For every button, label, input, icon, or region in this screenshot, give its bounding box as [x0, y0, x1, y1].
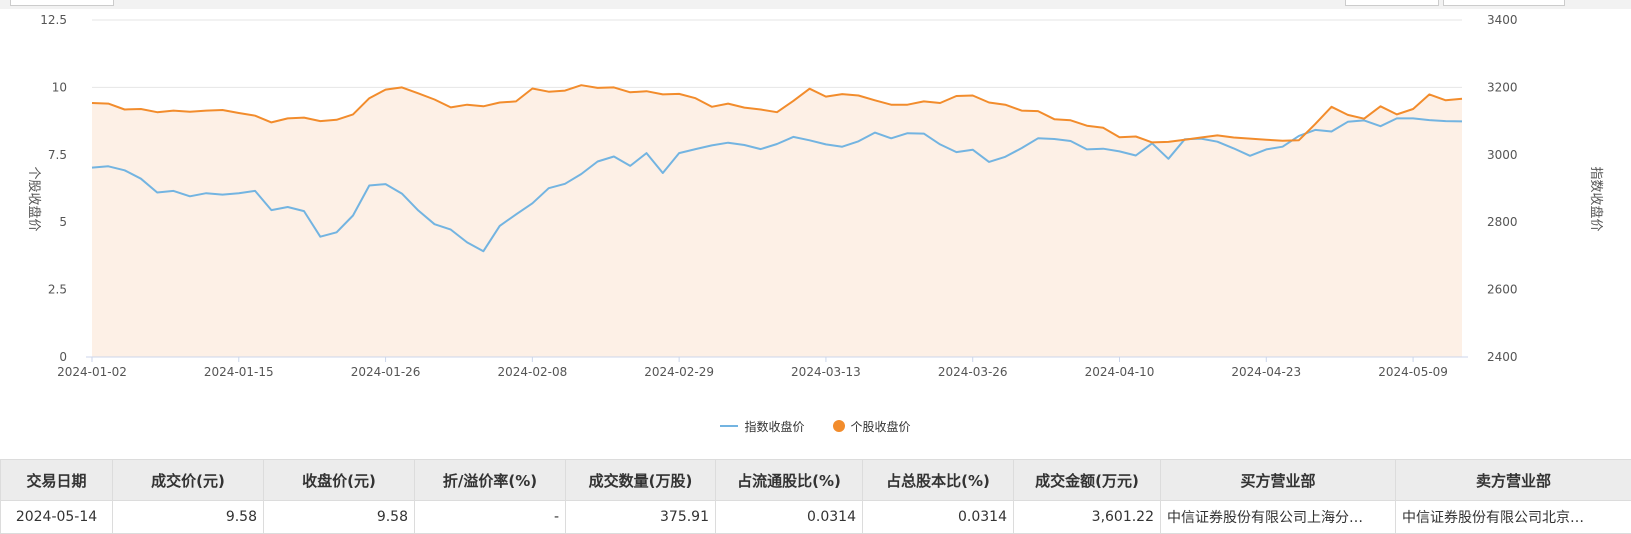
top-toolbar	[0, 0, 1631, 9]
cell-amount: 3,601.22	[1014, 501, 1161, 534]
x-tick-label: 2024-01-15	[204, 365, 274, 379]
col-header-volume[interactable]: 成交数量(万股)	[566, 460, 716, 501]
y-left-tick-label: 7.5	[48, 148, 67, 162]
filter-control[interactable]	[1345, 0, 1439, 6]
cell-premium: -	[415, 501, 566, 534]
x-tick-label: 2024-01-02	[57, 365, 127, 379]
block-trade-table: 交易日期 成交价(元) 收盘价(元) 折/溢价率(%) 成交数量(万股) 占流通…	[0, 459, 1631, 534]
col-header-premium[interactable]: 折/溢价率(%)	[415, 460, 566, 501]
x-tick-label: 2024-02-29	[644, 365, 714, 379]
legend-item-stock[interactable]: 个股收盘价	[833, 418, 911, 435]
col-header-date[interactable]: 交易日期	[1, 460, 113, 501]
y-right-tick-label: 2400	[1487, 350, 1518, 364]
y-left-axis-label: 个股收盘价	[26, 166, 42, 231]
y-left-tick-label: 5	[59, 215, 67, 229]
col-header-total-ratio[interactable]: 占总股本比(%)	[863, 460, 1014, 501]
y-left-tick-label: 10	[52, 80, 67, 94]
y-left-ticks: 0 2.5 5 7.5 10 12.5	[40, 13, 67, 364]
cell-price: 9.58	[113, 501, 264, 534]
y-right-tick-label: 3200	[1487, 80, 1518, 94]
x-tick-label: 2024-04-23	[1231, 365, 1301, 379]
stock-area-fill	[92, 85, 1462, 357]
filter-control-2[interactable]	[1443, 0, 1565, 6]
cell-close: 9.58	[264, 501, 415, 534]
col-header-close[interactable]: 收盘价(元)	[264, 460, 415, 501]
y-right-axis-label: 指数收盘价	[1588, 166, 1604, 231]
y-left-tick-label: 0	[59, 350, 67, 364]
legend-label-index: 指数收盘价	[744, 418, 804, 435]
col-header-amount[interactable]: 成交金额(万元)	[1014, 460, 1161, 501]
x-tick-label: 2024-02-08	[497, 365, 567, 379]
y-right-tick-label: 3400	[1487, 13, 1518, 27]
y-right-ticks: 2400 2600 2800 3000 3200 3400	[1487, 13, 1518, 364]
x-tick-label: 2024-04-10	[1085, 365, 1155, 379]
cell-volume: 375.91	[566, 501, 716, 534]
cell-float-ratio: 0.0314	[716, 501, 863, 534]
cell-total-ratio: 0.0314	[863, 501, 1014, 534]
col-header-float-ratio[interactable]: 占流通股比(%)	[716, 460, 863, 501]
x-tick-label: 2024-03-13	[791, 365, 861, 379]
cell-date: 2024-05-14	[1, 501, 113, 534]
stock-area	[92, 85, 1462, 357]
legend-item-index[interactable]: 指数收盘价	[720, 418, 804, 435]
col-header-buyer[interactable]: 买方营业部	[1161, 460, 1396, 501]
legend-dot-icon	[833, 420, 845, 432]
y-left-tick-label: 2.5	[48, 283, 67, 297]
x-axis: 2024-01-02 2024-01-15 2024-01-26 2024-02-08…	[57, 357, 1468, 379]
table-header-row: 交易日期 成交价(元) 收盘价(元) 折/溢价率(%) 成交数量(万股) 占流通…	[1, 460, 1631, 501]
y-right-tick-label: 2800	[1487, 215, 1518, 229]
legend-label-stock: 个股收盘价	[851, 418, 911, 435]
legend-line-icon	[720, 425, 738, 427]
cell-seller[interactable]: 中信证券股份有限公司北京…	[1396, 501, 1631, 534]
y-right-tick-label: 2600	[1487, 283, 1518, 297]
col-header-seller[interactable]: 卖方营业部	[1396, 460, 1631, 501]
y-left-tick-label: 12.5	[40, 13, 67, 27]
x-tick-label: 2024-01-26	[351, 365, 421, 379]
x-tick-label: 2024-03-26	[938, 365, 1008, 379]
x-tick-label: 2024-05-09	[1378, 365, 1448, 379]
cell-buyer[interactable]: 中信证券股份有限公司上海分…	[1161, 501, 1396, 534]
col-header-price[interactable]: 成交价(元)	[113, 460, 264, 501]
table-row: 2024-05-14 9.58 9.58 - 375.91 0.0314 0.0…	[1, 501, 1631, 534]
date-range-control[interactable]	[10, 0, 114, 6]
y-right-tick-label: 3000	[1487, 148, 1518, 162]
chart-legend: 指数收盘价 个股收盘价	[0, 416, 1631, 436]
